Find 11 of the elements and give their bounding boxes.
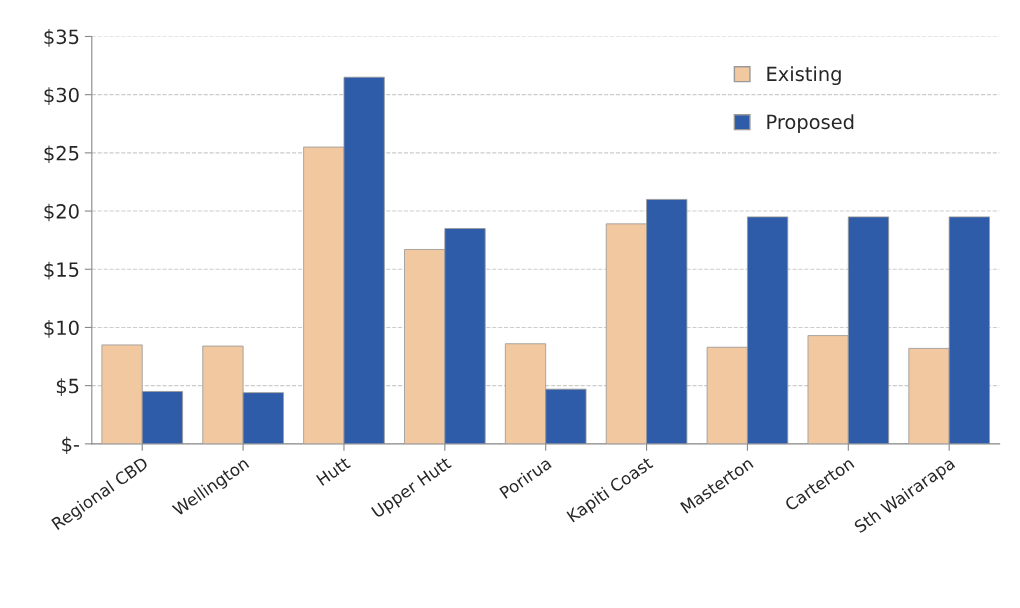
y-tick-label: $15 xyxy=(44,261,79,280)
legend-label: Proposed xyxy=(767,114,854,133)
y-tick-label: $30 xyxy=(44,87,79,105)
y-tick-label: $- xyxy=(62,436,80,455)
y-tick-label: $10 xyxy=(44,320,79,338)
y-tick-label: $5 xyxy=(56,378,79,396)
y-tick-label: $20 xyxy=(44,203,79,222)
legend-label: Existing xyxy=(767,66,841,86)
y-tick-label: $35 xyxy=(44,29,79,47)
y-tick-label: $25 xyxy=(44,145,79,164)
x-tick-label: Hutt xyxy=(315,456,352,487)
